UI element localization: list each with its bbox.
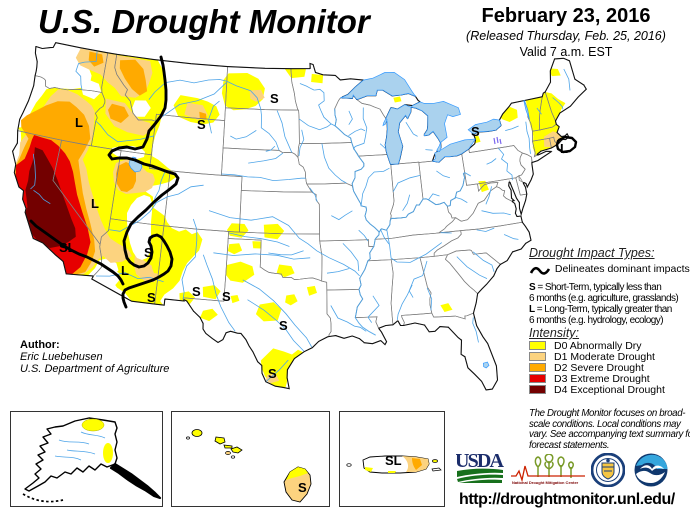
svg-text:S: S — [270, 91, 279, 106]
svg-text:L: L — [560, 141, 568, 156]
svg-text:S: S — [268, 366, 277, 381]
svg-text:L: L — [75, 115, 83, 130]
svg-text:USDA: USDA — [456, 452, 504, 472]
svg-text:S: S — [471, 124, 480, 139]
svg-text:S: S — [298, 480, 307, 495]
svg-text:National Drought Mitigation C: National Drought Mitigation Center — [512, 480, 579, 485]
svg-text:S: S — [222, 289, 231, 304]
svg-text:S: S — [279, 318, 288, 333]
svg-text:L: L — [121, 263, 129, 278]
svg-text:S: S — [147, 290, 156, 305]
svg-text:S: S — [144, 245, 153, 260]
svg-text:SL: SL — [385, 453, 402, 468]
svg-text:L: L — [91, 196, 99, 211]
svg-text:S: S — [192, 284, 201, 299]
svg-text:S: S — [197, 117, 206, 132]
svg-text:SL: SL — [59, 240, 76, 255]
